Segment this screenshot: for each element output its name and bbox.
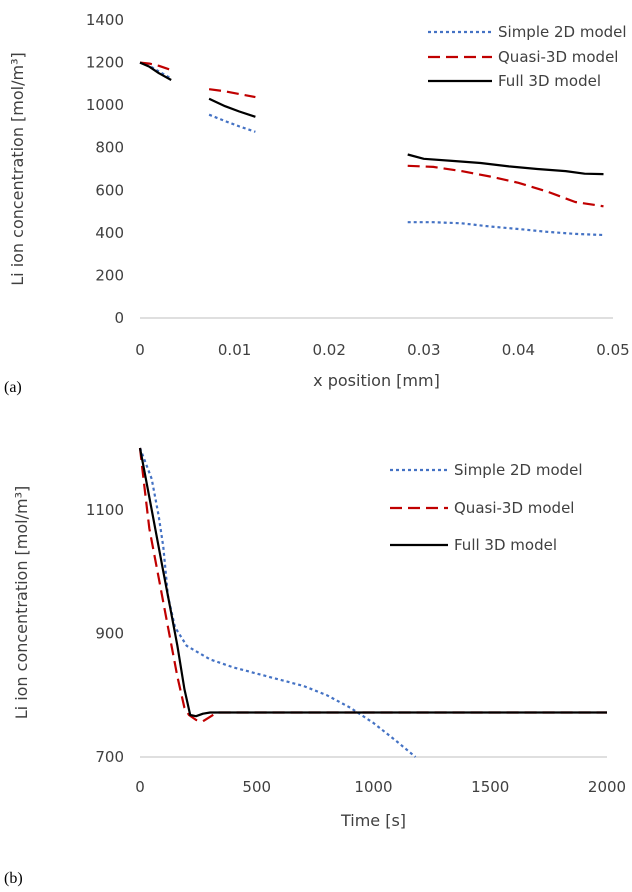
y-tick-label: 600 bbox=[95, 181, 124, 199]
y-axis-title-a: Li ion concentration [mol/m³] bbox=[8, 52, 27, 286]
x-tick-label: 500 bbox=[242, 778, 271, 796]
legend-a: Simple 2D model Quasi-3D model Full 3D mod… bbox=[428, 23, 627, 90]
x-axis-title-b: Time [s] bbox=[340, 811, 406, 830]
y-tick-labels-a: 0 200 400 600 800 1000 1200 1400 bbox=[86, 11, 124, 327]
x-tick-label: 0.02 bbox=[312, 341, 345, 359]
x-tick-labels-b: 0 500 1000 1500 2000 bbox=[135, 778, 626, 796]
y-tick-label: 400 bbox=[95, 224, 124, 242]
series-line-full-3d-segment-1 bbox=[138, 447, 607, 718]
series-line-full-3d-segment-1 bbox=[139, 61, 172, 81]
x-tick-label: 0.05 bbox=[596, 341, 629, 359]
series-line-simple-2d-segment-2 bbox=[208, 113, 256, 133]
series-line-simple-2d-segment-3 bbox=[407, 221, 604, 237]
x-tick-label: 0.01 bbox=[218, 341, 251, 359]
x-tick-labels-a: 0 0.01 0.02 0.03 0.04 0.05 bbox=[135, 341, 629, 359]
legend-entry: Full 3D model bbox=[454, 536, 557, 554]
y-tick-label: 900 bbox=[95, 624, 124, 642]
y-axis-title-b: Li ion concentration [mol/m³] bbox=[12, 486, 31, 720]
y-tick-label: 700 bbox=[95, 748, 124, 766]
legend-entry: Simple 2D model bbox=[454, 461, 583, 479]
legend-entry: Full 3D model bbox=[498, 72, 601, 90]
y-tick-label: 1100 bbox=[86, 501, 124, 519]
legend-b: Simple 2D model Quasi-3D model Full 3D mod… bbox=[390, 461, 583, 554]
y-tick-label: 1000 bbox=[86, 96, 124, 114]
panel-label-b: (b) bbox=[4, 870, 23, 887]
chart-panel-b: 700 900 1100 0 500 1000 1500 2000 Simple 2D mo… bbox=[4, 447, 626, 887]
y-tick-label: 200 bbox=[95, 266, 124, 284]
series-lines-b bbox=[138, 447, 607, 758]
series-line-quasi-3d-segment-1 bbox=[139, 61, 172, 72]
series-line-full-3d-segment-3 bbox=[407, 153, 604, 176]
x-tick-label: 0.03 bbox=[407, 341, 440, 359]
x-tick-label: 0.04 bbox=[502, 341, 535, 359]
x-tick-label: 0 bbox=[135, 341, 145, 359]
series-line-quasi-3d-segment-1 bbox=[138, 447, 607, 723]
series-lines-a bbox=[139, 61, 604, 237]
x-tick-label: 1500 bbox=[471, 778, 509, 796]
y-tick-label: 1400 bbox=[86, 11, 124, 29]
x-tick-label: 1000 bbox=[354, 778, 392, 796]
panel-label-a: (a) bbox=[4, 379, 22, 396]
series-line-simple-2d-segment-1 bbox=[138, 447, 417, 758]
legend-entry: Quasi-3D model bbox=[498, 48, 618, 66]
x-tick-label: 2000 bbox=[588, 778, 626, 796]
series-line-quasi-3d-segment-3 bbox=[407, 164, 604, 208]
y-tick-label: 1200 bbox=[86, 54, 124, 72]
y-tick-labels-b: 700 900 1100 bbox=[86, 501, 124, 766]
y-tick-label: 0 bbox=[114, 309, 124, 327]
legend-entry: Quasi-3D model bbox=[454, 499, 574, 517]
series-line-quasi-3d-segment-2 bbox=[208, 88, 256, 99]
series-line-full-3d-segment-2 bbox=[208, 97, 256, 118]
x-tick-label: 0 bbox=[135, 778, 145, 796]
x-axis-title-a: x position [mm] bbox=[313, 371, 440, 390]
y-tick-label: 800 bbox=[95, 139, 124, 157]
legend-entry: Simple 2D model bbox=[498, 23, 627, 41]
